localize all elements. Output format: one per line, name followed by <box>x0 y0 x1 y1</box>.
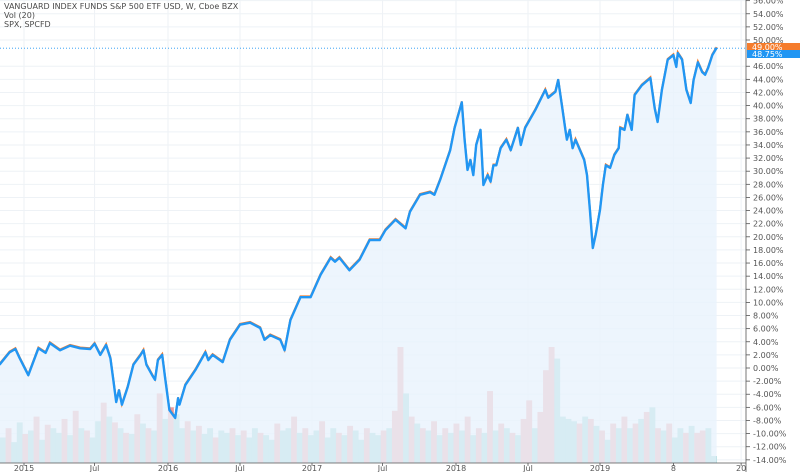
y-tick-label: 30.00% <box>753 167 784 176</box>
y-tick-label: 52.00% <box>753 23 784 32</box>
y-tick-label: 42.00% <box>753 88 784 97</box>
x-tick-label: 2018 <box>446 464 466 472</box>
last-value-label: 49.00% <box>752 43 783 52</box>
y-tick-label: 50.00% <box>753 36 784 45</box>
x-tick-label: 8 <box>671 464 676 472</box>
y-tick-label: 22.00% <box>753 220 784 229</box>
series-area <box>0 47 717 463</box>
y-tick-label: 44.00% <box>753 75 784 84</box>
y-tick-label: -2.00% <box>753 377 782 386</box>
y-tick-label: 46.00% <box>753 62 784 71</box>
y-tick-label: 38.00% <box>753 115 784 124</box>
y-tick-label: 54.00% <box>753 10 784 19</box>
time-axis[interactable]: 2015 Jul 2016 Jul 2017 Jul 2018 Jul 2019 8 20 <box>14 463 746 472</box>
y-tick-label: 8.00% <box>753 312 779 321</box>
y-tick-label: 36.00% <box>753 128 784 137</box>
y-tick-label: 10.00% <box>753 298 784 307</box>
y-tick-label: -10.00% <box>753 430 787 439</box>
x-tick-label: 20 <box>736 464 746 472</box>
y-tick-label: 6.00% <box>753 325 779 334</box>
y-tick-label: 4.00% <box>753 338 779 347</box>
price-axis[interactable]: 56.00% 54.00% 52.00% 50.00% 46.00% 44.00% 42.0… <box>746 0 787 465</box>
y-tick-label: 24.00% <box>753 207 784 216</box>
x-tick-label: Jul <box>377 464 388 472</box>
y-tick-label: 34.00% <box>753 141 784 150</box>
y-tick-label: 56.00% <box>753 0 784 6</box>
y-tick-label: 16.00% <box>753 259 784 268</box>
y-tick-label: 40.00% <box>753 102 784 111</box>
y-tick-label: -6.00% <box>753 403 782 412</box>
x-tick-label: Jul <box>234 464 245 472</box>
volume-indicator-label[interactable]: Vol (20) <box>4 11 35 20</box>
y-tick-label: 28.00% <box>753 180 784 189</box>
x-tick-label: 2017 <box>302 464 322 472</box>
series-line <box>0 47 718 420</box>
y-tick-label: 12.00% <box>753 285 784 294</box>
symbol-title[interactable]: VANGUARD INDEX FUNDS S&P 500 ETF USD, W,… <box>4 2 239 11</box>
last-value-tag <box>747 43 800 51</box>
compare-symbol-label[interactable]: SPX, SPCFD <box>4 20 51 29</box>
last-value-tag <box>747 50 800 58</box>
y-tick-label: -4.00% <box>753 390 782 399</box>
y-tick-label: 14.00% <box>753 272 784 281</box>
y-tick-label: 18.00% <box>753 246 784 255</box>
y-tick-label: 32.00% <box>753 154 784 163</box>
y-tick-label: -8.00% <box>753 416 782 425</box>
last-value-tags: 49.00%48.75% <box>747 43 800 59</box>
y-tick-label: 26.00% <box>753 193 784 202</box>
y-tick-label: 0.00% <box>753 364 779 373</box>
x-tick-label: 2019 <box>590 464 610 472</box>
x-tick-label: 2016 <box>158 464 178 472</box>
y-tick-label: -12.00% <box>753 443 787 452</box>
x-tick-label: Jul <box>522 464 533 472</box>
x-tick-label: Jul <box>89 464 100 472</box>
last-value-label: 48.75% <box>752 50 783 59</box>
y-tick-label: 2.00% <box>753 351 779 360</box>
y-tick-label: 20.00% <box>753 233 784 242</box>
x-tick-label: 2015 <box>14 464 34 472</box>
chart-legend: VANGUARD INDEX FUNDS S&P 500 ETF USD, W,… <box>4 2 238 29</box>
y-tick-label: -14.00% <box>753 456 787 465</box>
